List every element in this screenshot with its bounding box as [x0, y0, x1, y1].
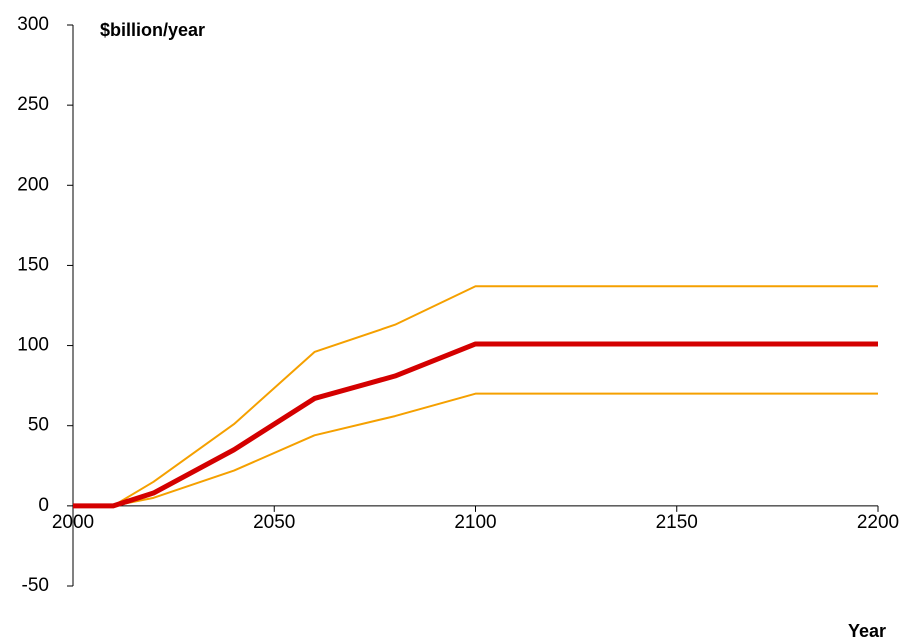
x-tick-label: 2100 [454, 512, 496, 533]
series-line [73, 341, 878, 509]
y-tick-label: 50 [28, 415, 49, 436]
x-tick-label: 2000 [52, 512, 94, 533]
y-tick-label: 0 [38, 495, 49, 516]
x-tick-label: 2150 [656, 512, 698, 533]
y-tick-label: 200 [17, 174, 49, 195]
series-line [73, 285, 878, 507]
y-tick-label: 100 [17, 335, 49, 356]
x-axis-label: Year [848, 621, 886, 641]
x-tick-label: 2050 [253, 512, 295, 533]
y-tick-label: 300 [17, 14, 49, 35]
y-tick-label: 150 [17, 254, 49, 275]
x-tick-label: 2200 [857, 512, 899, 533]
y-axis-label: $billion/year [100, 20, 205, 40]
y-tick-label: -50 [22, 575, 49, 596]
series-line [73, 392, 878, 507]
y-tick-label: 250 [17, 94, 49, 115]
